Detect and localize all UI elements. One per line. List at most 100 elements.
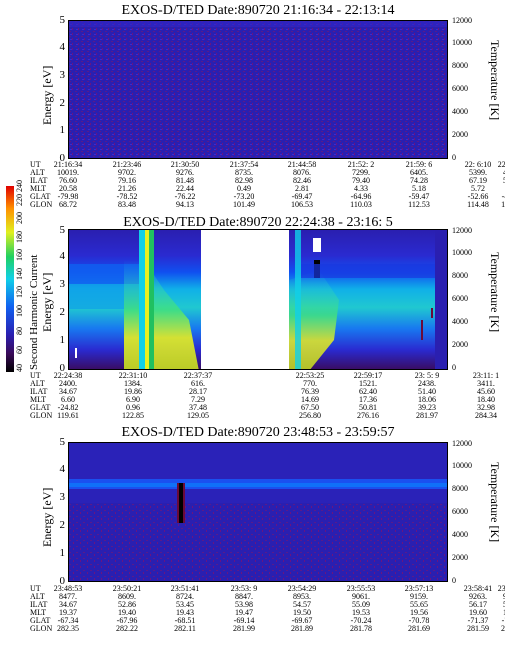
orbit-value: 4.33 [354,184,368,193]
orbit-value: -52.66 [467,192,489,201]
orbit-value: 22:24:38 [53,371,83,380]
orbit-value: 19.40 [118,608,136,617]
orbit-label: GLON [30,624,53,633]
orbit-value: -79.98 [57,192,79,201]
orbit-value: 50.81 [359,403,377,412]
y-tick: 5 [59,436,66,448]
right-axis-label: Temperature [K] [488,462,502,543]
orbit-value: 52.86 [118,600,136,609]
orbit-value: 55.65 [410,600,428,609]
spectrogram-image [69,21,447,158]
orbit-value: 19.50 [293,608,311,617]
orbit-value: 256.80 [299,411,321,420]
y-tick: 1 [59,124,66,136]
orbit-value: 17.36 [359,395,377,404]
orbit-value: -59.47 [408,192,430,201]
orbit-label: GLON [30,411,53,420]
y-tick: 0 [59,152,66,164]
orbit-value: 34.67 [59,600,77,609]
right-tick: 8000 [452,271,468,280]
y-tick: 2 [59,306,66,318]
orbit-value: 112.53 [408,200,430,209]
orbit-value: 94.13 [176,200,194,209]
orbit-value: 7299. [352,168,370,177]
orbit-value: 0.49 [237,184,251,193]
orbit-value: -24.82 [57,403,79,412]
orbit-value: -68.51 [174,616,196,625]
orbit-value: 19.86 [124,387,142,396]
orbit-label: ILAT [30,387,48,396]
orbit-value: 21:59: 6 [405,160,433,169]
right-tick: 8000 [452,61,468,70]
orbit-value: 281.89 [291,624,313,633]
orbit-value: -67.34 [57,616,79,625]
orbit-label: ILAT [30,176,48,185]
orbit-value: 8724. [176,592,194,601]
spectrogram-plot [68,229,448,370]
y-axis-label: Energy [eV] [40,65,54,125]
orbit-value: 1521. [359,379,377,388]
orbit-value: 3411. [477,379,495,388]
orbit-label: ALT [30,168,45,177]
orbit-label: MLT [30,395,47,404]
right-tick: 0 [452,363,456,372]
y-tick: 3 [59,69,66,81]
y-tick: 4 [59,250,66,262]
orbit-value: 81.48 [176,176,194,185]
orbit-value: 23:48:53 [53,584,83,593]
orbit-value: 5.18 [412,184,426,193]
orbit-table: UT ALT ILAT MLT GLAT GLON 21:16:34 10019.… [0,161,505,209]
orbit-value: 21:52: 2 [347,160,375,169]
orbit-value: 23:54:29 [287,584,317,593]
orbit-label: ALT [30,592,45,601]
orbit-value: 19.47 [235,608,253,617]
orbit-value: 9276. [176,168,194,177]
orbit-value: 19.63 [503,608,505,617]
colorbar-gradient [6,186,14,372]
orbit-value: 8477. [59,592,77,601]
orbit-table: UT ALT ILAT MLT GLAT GLON 22:24:38 2400. 3… [0,372,505,420]
orbit-value: 8076. [293,168,311,177]
orbit-value: 56.17 [469,600,487,609]
orbit-value: 22:13:14 [497,160,505,169]
right-tick: 10000 [452,461,472,470]
right-tick: 2000 [452,130,468,139]
orbit-value: 8847. [235,592,253,601]
orbit-value: 281.69 [408,624,430,633]
orbit-value: 22:59:17 [353,371,383,380]
orbit-value: 8609. [118,592,136,601]
orbit-value: -69.67 [291,616,313,625]
orbit-value: -76.22 [174,192,196,201]
orbit-value: 7.29 [191,395,205,404]
orbit-value: -71.37 [467,616,489,625]
orbit-value: 8735. [235,168,253,177]
orbit-value: 23:59:57 [497,584,505,593]
orbit-value: 67.50 [301,403,319,412]
orbit-value: 770. [303,379,317,388]
orbit-label: ALT [30,379,45,388]
orbit-value: 76.60 [59,176,77,185]
orbit-value: 116.21 [501,200,505,209]
spectrogram-image [69,443,447,581]
orbit-value: 22:53:25 [295,371,325,380]
orbit-value: 23:55:53 [346,584,376,593]
spectrogram-plot [68,20,448,159]
right-tick: 6000 [452,84,468,93]
y-tick: 0 [59,575,66,587]
orbit-value: 21.26 [118,184,136,193]
orbit-value: -69.14 [233,616,255,625]
orbit-value: 18.40 [477,395,495,404]
orbit-value: 284.34 [475,411,497,420]
orbit-value: 53.98 [235,600,253,609]
y-tick: 4 [59,41,66,53]
orbit-label: UT [30,371,41,380]
orbit-value: 23:11: 1 [472,371,500,380]
panel-title: EXOS-D/TED Date:890720 21:16:34 - 22:13:… [121,3,395,18]
y-tick: 3 [59,491,66,503]
orbit-label: MLT [30,184,47,193]
orbit-label: ILAT [30,600,48,609]
right-tick: 12000 [452,439,472,448]
right-tick: 8000 [452,484,468,493]
orbit-value: 6405. [410,168,428,177]
y-tick: 2 [59,519,66,531]
